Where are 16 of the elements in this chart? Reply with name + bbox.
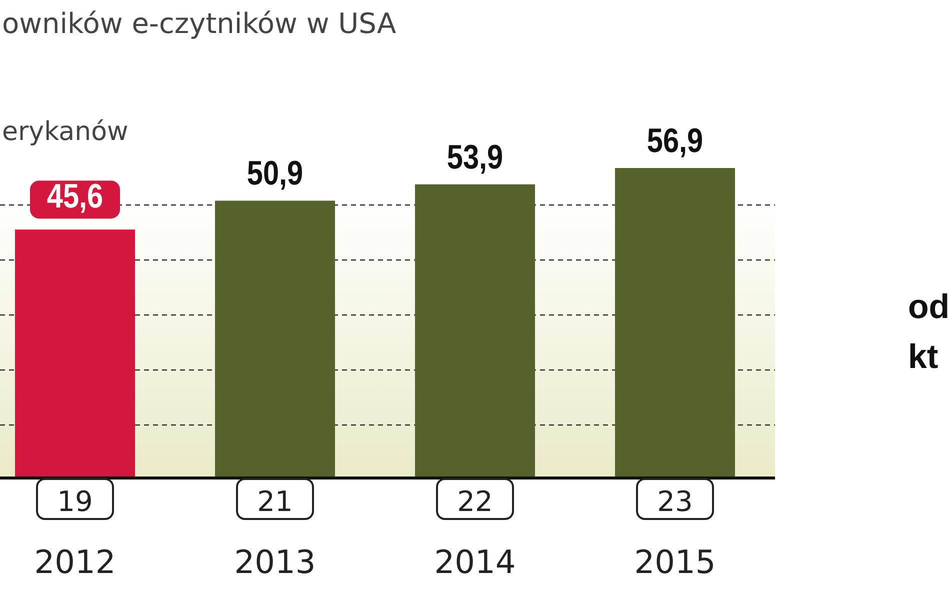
- text: kt: [908, 338, 938, 376]
- x-tick-label: 2012: [34, 543, 116, 581]
- text: 19: [57, 485, 93, 518]
- chart-title: owników e-czytników w USA: [2, 7, 396, 40]
- data-label: 56,9: [646, 120, 704, 160]
- x-tick-label: 2014: [434, 543, 516, 581]
- text: 22: [457, 485, 493, 518]
- x-tick-label: 2015: [634, 543, 716, 581]
- text: 23: [657, 485, 693, 518]
- data-label: 53,9: [446, 137, 504, 176]
- data-label: 45,6: [46, 176, 104, 216]
- x-tick-label: 2013: [234, 543, 316, 581]
- chart-subtitle: erykanów: [2, 117, 128, 147]
- text: od: [908, 288, 948, 326]
- data-label: 50,9: [246, 153, 304, 192]
- text: 21: [257, 485, 293, 518]
